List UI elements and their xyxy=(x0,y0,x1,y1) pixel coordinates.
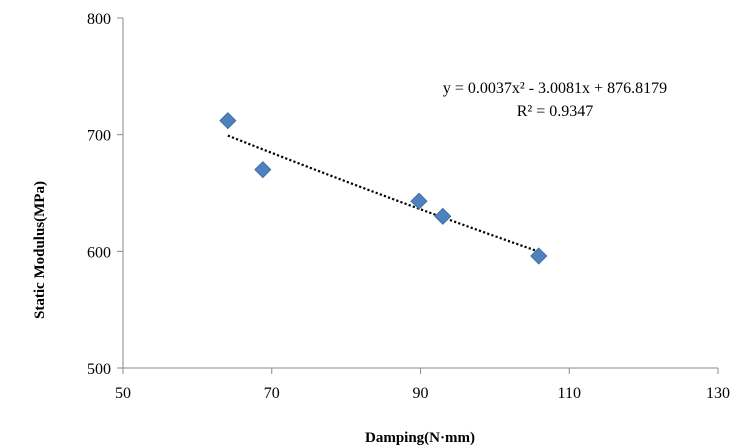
y-tick-label: 500 xyxy=(87,361,111,378)
ticks xyxy=(117,17,719,374)
data-point xyxy=(530,247,548,265)
data-point xyxy=(254,161,272,179)
data-point xyxy=(410,192,428,210)
x-tick-label: 70 xyxy=(264,385,280,402)
tick-labels: 50 70 90 110 130 500 600 700 800 xyxy=(87,11,730,402)
y-tick-label: 600 xyxy=(87,244,111,261)
y-tick-label: 700 xyxy=(87,128,111,145)
data-point xyxy=(219,112,237,130)
x-tick-label: 90 xyxy=(413,385,429,402)
trendline-r2: R² = 0.9347 xyxy=(517,103,594,120)
x-axis-title: Damping(N·mm) xyxy=(365,430,475,446)
y-tick-label: 800 xyxy=(87,11,111,28)
x-tick-label: 130 xyxy=(706,385,730,402)
y-axis-title: Static Modulus(MPa) xyxy=(32,181,48,319)
data-points xyxy=(219,112,548,265)
data-point xyxy=(434,207,452,225)
x-tick-label: 110 xyxy=(558,385,581,402)
trendline-equation: y = 0.0037x² - 3.0081x + 876.8179 xyxy=(443,80,667,97)
axes xyxy=(122,18,718,369)
x-tick-label: 50 xyxy=(115,385,131,402)
trendline xyxy=(227,134,540,253)
